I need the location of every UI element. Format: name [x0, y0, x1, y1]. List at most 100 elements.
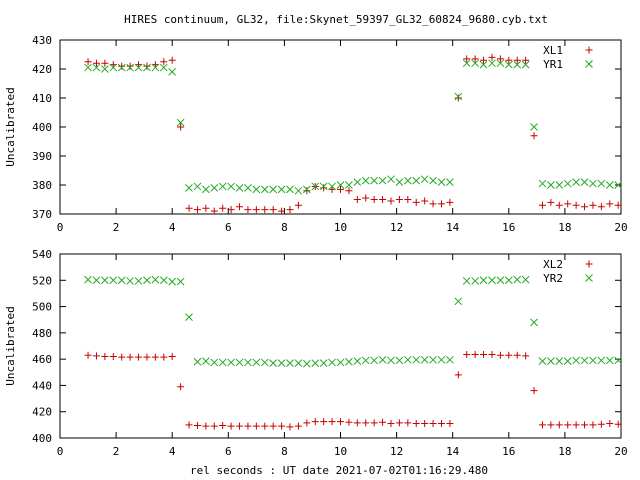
data-point-yr2: [454, 297, 463, 306]
data-point-yr2: [109, 276, 118, 285]
chart-title: HIRES continuum, GL32, file:Skynet_59397…: [124, 13, 548, 26]
data-point-yr1: [101, 65, 109, 73]
x-tick-label: 16: [502, 445, 515, 458]
data-point-xl2: [143, 353, 151, 361]
data-point-xl2: [395, 419, 403, 427]
data-point-xl1: [606, 200, 614, 208]
data-point-xl2: [236, 422, 244, 430]
data-point-xl2: [160, 353, 168, 361]
data-point-xl1: [126, 62, 134, 70]
data-point-xl1: [278, 207, 286, 215]
data-point-xl2: [227, 422, 235, 430]
data-point-yr1: [151, 63, 160, 72]
x-tick-label: 20: [614, 221, 627, 234]
data-point-xl1: [353, 196, 361, 203]
data-point-xl2: [505, 351, 513, 359]
data-point-xl1: [362, 194, 370, 202]
data-point-xl1: [345, 187, 353, 195]
data-point-yr2: [126, 277, 134, 285]
data-point-yr1: [260, 185, 269, 194]
data-point-yr2: [218, 358, 227, 367]
data-point-yr1: [572, 178, 580, 186]
data-point-yr1: [252, 185, 261, 194]
data-point-yr1: [202, 185, 210, 194]
data-point-yr2: [521, 275, 530, 284]
x-tick-label: 12: [390, 445, 403, 458]
x-tick-label: 8: [281, 445, 288, 458]
data-point-yr1: [614, 181, 623, 189]
y-tick-label: 540: [32, 248, 52, 261]
x-tick-label: 20: [614, 445, 627, 458]
data-point-yr2: [193, 357, 202, 366]
data-point-yr1: [597, 179, 606, 188]
data-point-yr2: [92, 276, 101, 285]
data-point-yr1: [504, 60, 513, 69]
data-point-xl1: [555, 201, 563, 209]
data-point-xl1: [236, 203, 244, 211]
data-point-xl1: [412, 198, 420, 206]
data-point-xl2: [101, 353, 109, 361]
data-point-yr1: [496, 59, 505, 68]
data-point-yr2: [185, 313, 193, 321]
legend-marker-xl2: [585, 260, 593, 268]
data-point-yr2: [311, 359, 320, 367]
data-point-xl2: [513, 351, 521, 359]
data-point-yr1: [446, 178, 454, 186]
data-point-yr2: [151, 275, 160, 284]
data-point-yr2: [437, 355, 446, 364]
data-point-xl2: [337, 418, 344, 426]
data-point-xl1: [84, 58, 92, 66]
data-point-xl1: [269, 206, 277, 214]
data-point-yr1: [345, 181, 353, 189]
data-point-xl2: [463, 351, 471, 359]
data-point-xl1: [92, 59, 100, 67]
data-point-yr1: [168, 68, 177, 76]
x-tick-label: 8: [281, 221, 288, 234]
data-point-xl2: [177, 383, 185, 391]
panel-top: 370 380 390 400 410 420 430 0 2 4 6 8 10 12 14 16 18 20 Un…: [4, 34, 628, 234]
data-point-xl1: [505, 56, 513, 64]
data-point-yr2: [488, 276, 496, 285]
data-point-xl2: [370, 419, 378, 427]
data-point-xl1: [118, 62, 126, 70]
x-tick-label: 10: [334, 221, 347, 234]
data-point-yr1: [92, 63, 101, 72]
data-point-yr2: [168, 277, 177, 286]
data-point-yr2: [589, 356, 597, 365]
data-point-yr2: [176, 277, 185, 286]
data-point-xl2: [311, 418, 319, 426]
data-point-yr1: [227, 182, 235, 191]
data-point-yr2: [302, 359, 311, 368]
data-point-yr1: [353, 178, 362, 186]
data-point-xl1: [572, 201, 580, 209]
data-point-xl2: [581, 421, 589, 429]
data-point-yr1: [328, 182, 336, 191]
x-tick-label: 0: [57, 221, 64, 234]
data-point-yr2: [210, 358, 219, 367]
data-point-xl2: [412, 420, 420, 428]
data-point-xl1: [564, 200, 572, 208]
data-point-yr1: [420, 175, 429, 184]
data-point-yr2: [580, 356, 589, 365]
data-point-yr1: [84, 63, 92, 72]
data-point-yr2: [269, 359, 278, 367]
data-point-yr2: [605, 356, 614, 365]
data-point-yr1: [185, 184, 193, 192]
data-point-yr2: [504, 276, 513, 285]
data-point-xl1: [337, 185, 344, 193]
data-point-yr2: [462, 277, 471, 285]
data-point-xl1: [581, 203, 589, 211]
data-point-xl1: [101, 59, 109, 67]
data-point-xl1: [437, 200, 445, 208]
data-point-yr2: [353, 357, 362, 365]
x-tick-label: 4: [169, 221, 176, 234]
x-tick-label: 18: [558, 445, 571, 458]
data-point-yr1: [302, 185, 311, 194]
data-point-yr1: [319, 182, 328, 191]
legend-label-yr2: YR2: [543, 272, 563, 285]
y-axis-label: Uncalibrated: [4, 306, 17, 385]
data-point-xl2: [278, 422, 286, 430]
data-point-yr1: [176, 118, 185, 127]
data-point-yr1: [269, 185, 278, 194]
data-point-xl2: [345, 418, 353, 426]
